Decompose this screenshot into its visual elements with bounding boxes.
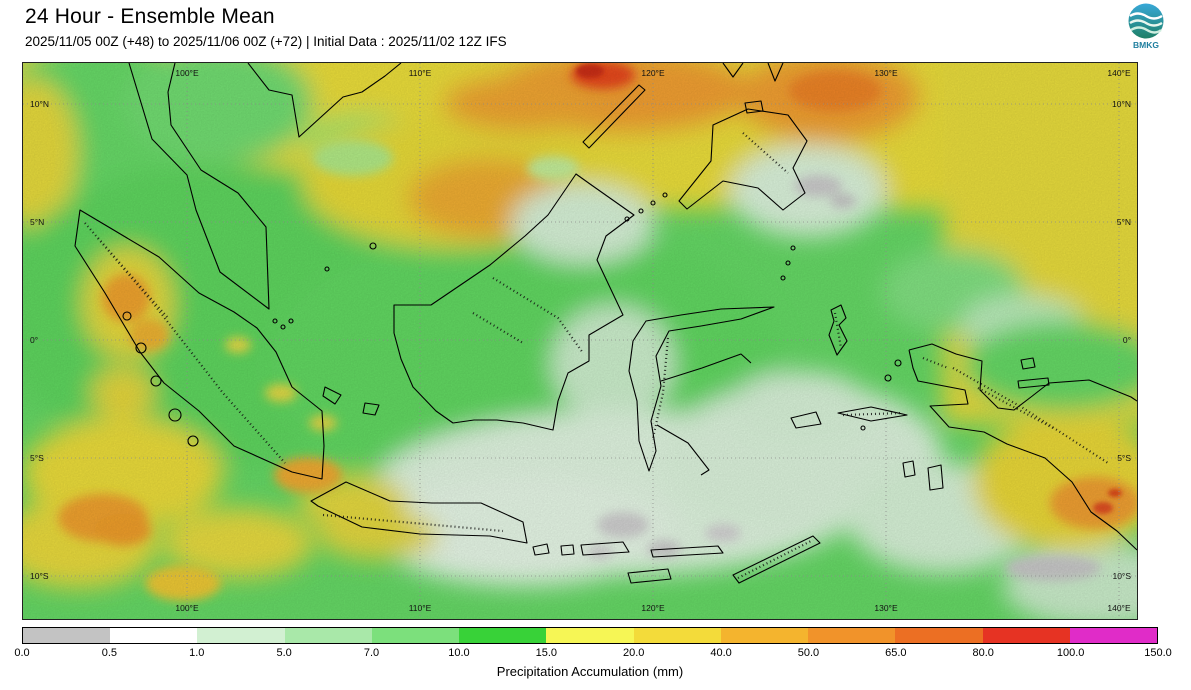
lon-label: 130°E	[874, 68, 898, 78]
colorbar-segment	[546, 628, 634, 643]
colorbar-segment	[895, 628, 983, 643]
logo-globe-icon	[1128, 3, 1164, 39]
coastlines	[74, 63, 1137, 584]
colorbar-tick-label: 15.0	[535, 647, 558, 659]
colorbar-tick-label: 0.5	[101, 647, 118, 659]
logo-text: BMKG	[1133, 40, 1159, 50]
map-frame: 100°E 110°E 120°E 130°E 140°E 100°E 110°…	[22, 62, 1138, 620]
lat-label: 0°	[30, 335, 38, 345]
colorbar-tick-label: 150.0	[1144, 647, 1172, 659]
colorbar-tick-label: 0.0	[14, 647, 30, 659]
page-subtitle: 2025/11/05 00Z (+48) to 2025/11/06 00Z (…	[25, 34, 507, 49]
lon-label: 100°E	[175, 603, 199, 613]
colorbar-title: Precipitation Accumulation (mm)	[496, 664, 684, 679]
lon-label: 100°E	[175, 68, 199, 78]
colorbar-tick-label: 50.0	[797, 647, 820, 659]
lon-label: 140°E	[1107, 603, 1131, 613]
colorbar-segment	[284, 628, 372, 643]
colorbar-tick-label: 7.0	[363, 647, 380, 659]
precipitation-field	[23, 63, 1137, 619]
lat-label: 5°S	[1117, 453, 1131, 463]
colorbar-segment	[633, 628, 721, 643]
colorbar-segment	[110, 628, 198, 643]
colorbar-tick-label: 10.0	[448, 647, 470, 659]
lon-label: 120°E	[641, 68, 665, 78]
colorbar-tick-label: 5.0	[276, 647, 292, 659]
colorbar-segment	[459, 628, 547, 643]
colorbar-tick-label: 100.0	[1056, 647, 1085, 659]
page-title: 24 Hour - Ensemble Mean	[25, 5, 275, 28]
colorbar-tick-label: 20.0	[622, 647, 645, 659]
lat-label: 10°S	[1112, 571, 1131, 581]
lat-label: 5°S	[30, 453, 44, 463]
lat-label: 5°N	[1117, 217, 1131, 227]
colorbar-segment	[982, 628, 1070, 643]
colorbar-ticks: 0.0 0.5 1.0 5.0 7.0 10.0 15.0 20.0 40.0 50.0 65.0 8…	[14, 647, 1171, 661]
colorbar-segment	[371, 628, 460, 643]
colorbar-segment	[197, 628, 285, 643]
noise-texture	[23, 63, 1137, 619]
colorbar-tick-label: 1.0	[189, 647, 205, 659]
precipitation-map: 100°E 110°E 120°E 130°E 140°E 100°E 110°…	[23, 63, 1137, 619]
terrain-stipple	[84, 132, 1109, 579]
lat-label: 10°N	[30, 99, 49, 109]
bmkg-logo: BMKG	[1128, 3, 1164, 50]
colorbar-segment	[23, 628, 111, 643]
colorbar-track	[22, 627, 1158, 644]
lon-label: 110°E	[409, 603, 432, 613]
colorbar-segment	[720, 628, 809, 643]
lat-label: 10°S	[30, 571, 49, 581]
lon-label: 120°E	[641, 603, 665, 613]
lat-label: 10°N	[1112, 99, 1131, 109]
lon-label: 140°E	[1107, 68, 1131, 78]
lon-label: 130°E	[874, 603, 898, 613]
colorbar-segment	[808, 628, 896, 643]
colorbar-tick-label: 80.0	[972, 647, 994, 659]
gridlines	[23, 63, 1137, 619]
colorbar-segment	[1069, 628, 1158, 643]
lat-label: 0°	[1123, 335, 1131, 345]
lon-label: 110°E	[409, 68, 432, 78]
lat-label: 5°N	[30, 217, 44, 227]
grid-labels: 100°E 110°E 120°E 130°E 140°E 100°E 110°…	[30, 68, 1131, 613]
colorbar-tick-label: 65.0	[885, 647, 907, 659]
colorbar-tick-label: 40.0	[710, 647, 732, 659]
